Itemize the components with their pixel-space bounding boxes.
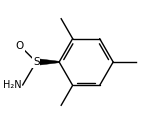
Text: H₂N: H₂N [3, 80, 22, 90]
Text: O: O [16, 41, 24, 51]
Text: S: S [33, 57, 39, 67]
Polygon shape [36, 59, 59, 65]
